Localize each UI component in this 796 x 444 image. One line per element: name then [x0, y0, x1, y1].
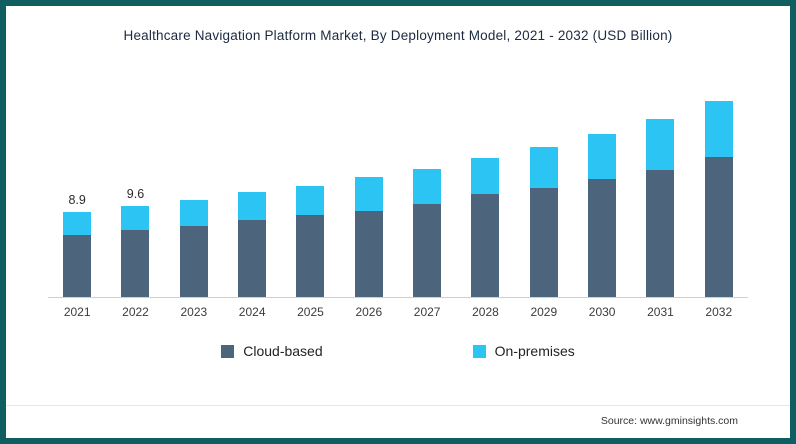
bar-value-label: 8.9: [68, 193, 86, 208]
x-axis-tick-label: 2026: [355, 305, 383, 319]
bar-column: [573, 69, 631, 297]
segment-cloud-based: [471, 194, 500, 297]
segment-on-premises: [63, 212, 92, 236]
segment-cloud-based: [704, 157, 733, 297]
x-axis-tick-label: 2022: [122, 305, 149, 319]
stacked-bar: [529, 146, 558, 297]
segment-cloud-based: [413, 203, 442, 297]
x-axis-tick-label: 2030: [588, 305, 616, 319]
segment-cloud-based: [63, 235, 92, 297]
segment-on-premises: [471, 158, 500, 195]
segment-cloud-based: [646, 169, 675, 297]
segment-on-premises: [588, 133, 617, 180]
legend: Cloud-based On-premises: [6, 343, 790, 359]
bar-column: [631, 69, 689, 297]
segment-cloud-based: [588, 179, 617, 297]
bar-column: [165, 69, 223, 297]
x-axis-tick-label: 2027: [413, 305, 441, 319]
stacked-bar: [413, 168, 442, 297]
bar-column: [281, 69, 339, 297]
source-attribution: Source: www.gminsights.com: [600, 415, 738, 427]
x-axis-tick-label: 2028: [472, 305, 499, 319]
legend-swatch-on-premises: [472, 344, 486, 358]
stacked-bar: [646, 119, 675, 297]
stacked-bar: [179, 200, 208, 297]
segment-on-premises: [238, 191, 267, 221]
x-axis-labels: 2021 2022 2023 2024 2025 2026 2027 2028 2029 2030…: [48, 305, 748, 319]
legend-item-on-premises: On-premises: [472, 343, 575, 359]
legend-label-on-premises: On-premises: [494, 343, 575, 359]
stacked-bar: [238, 191, 267, 297]
stacked-bar: [121, 205, 150, 297]
segment-cloud-based: [529, 187, 558, 297]
x-axis-tick-label: 2024: [238, 305, 266, 319]
segment-cloud-based: [121, 229, 150, 297]
x-axis-tick-label: 2025: [297, 305, 324, 319]
stacked-bar: [471, 158, 500, 297]
chart-title: Healthcare Navigation Platform Market, B…: [123, 28, 673, 43]
stacked-bar: [296, 185, 325, 297]
bar-column: [690, 69, 748, 297]
source-bar: Source: www.gminsights.com: [6, 405, 790, 438]
stacked-bar: [354, 177, 383, 297]
segment-on-premises: [704, 101, 733, 158]
segment-cloud-based: [354, 210, 383, 297]
segment-on-premises: [413, 168, 442, 204]
bar-column: [515, 69, 573, 297]
bar-column: 9.6: [106, 69, 164, 297]
legend-item-cloud-based: Cloud-based: [221, 343, 323, 359]
segment-on-premises: [646, 119, 675, 170]
segment-cloud-based: [238, 220, 267, 297]
x-axis-tick-label: 2029: [530, 305, 558, 319]
bar-value-label: 9.6: [126, 186, 145, 201]
segment-cloud-based: [179, 225, 208, 297]
bar-column: [456, 69, 514, 297]
segment-on-premises: [529, 146, 558, 188]
segment-on-premises: [354, 177, 383, 211]
chart-area: 8.9 9.6 2021 2022 2023 2024 2025 2026 2027 2028 2…: [6, 69, 790, 319]
legend-swatch-cloud-based: [221, 344, 235, 358]
x-axis-tick-label: 2021: [63, 305, 91, 319]
legend-label-cloud-based: Cloud-based: [243, 343, 323, 359]
stacked-bar: [63, 212, 92, 297]
bar-column: [340, 69, 398, 297]
segment-on-premises: [179, 200, 208, 226]
bar-column: [223, 69, 281, 297]
segment-on-premises: [296, 185, 325, 216]
plot-area: 8.9 9.6: [48, 69, 748, 298]
segment-cloud-based: [296, 215, 325, 297]
x-axis-tick-label: 2031: [647, 305, 674, 319]
stacked-bar: [588, 133, 617, 297]
segment-on-premises: [121, 205, 150, 230]
x-axis-tick-label: 2023: [180, 305, 208, 319]
stacked-bar: [704, 101, 733, 297]
bar-column: [398, 69, 456, 297]
x-axis-tick-label: 2032: [705, 305, 733, 319]
bar-column: 8.9: [48, 69, 106, 297]
